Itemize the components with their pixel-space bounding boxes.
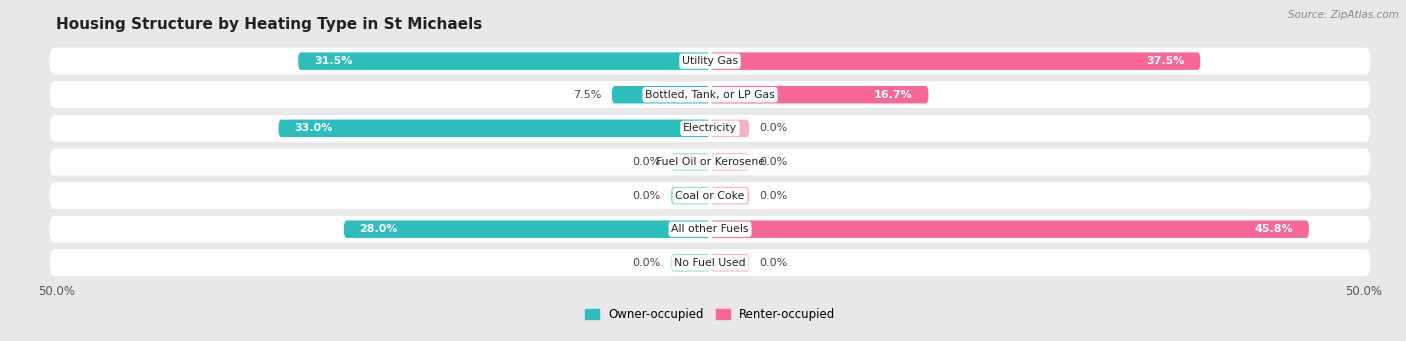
Text: 0.0%: 0.0%: [759, 191, 787, 201]
FancyBboxPatch shape: [298, 53, 710, 70]
Text: Fuel Oil or Kerosene: Fuel Oil or Kerosene: [655, 157, 765, 167]
FancyBboxPatch shape: [671, 153, 710, 171]
Text: 33.0%: 33.0%: [294, 123, 332, 133]
Text: Bottled, Tank, or LP Gas: Bottled, Tank, or LP Gas: [645, 90, 775, 100]
Text: Utility Gas: Utility Gas: [682, 56, 738, 66]
FancyBboxPatch shape: [710, 86, 928, 103]
FancyBboxPatch shape: [278, 120, 710, 137]
FancyBboxPatch shape: [710, 53, 1201, 70]
Text: 0.0%: 0.0%: [759, 258, 787, 268]
Text: Coal or Coke: Coal or Coke: [675, 191, 745, 201]
Text: 37.5%: 37.5%: [1146, 56, 1185, 66]
FancyBboxPatch shape: [49, 249, 1371, 276]
FancyBboxPatch shape: [710, 187, 749, 204]
FancyBboxPatch shape: [710, 221, 1309, 238]
Text: All other Fuels: All other Fuels: [671, 224, 749, 234]
Text: 0.0%: 0.0%: [633, 258, 661, 268]
FancyBboxPatch shape: [49, 216, 1371, 243]
Text: 28.0%: 28.0%: [360, 224, 398, 234]
Legend: Owner-occupied, Renter-occupied: Owner-occupied, Renter-occupied: [579, 303, 841, 325]
FancyBboxPatch shape: [49, 81, 1371, 108]
FancyBboxPatch shape: [344, 221, 710, 238]
Text: Electricity: Electricity: [683, 123, 737, 133]
FancyBboxPatch shape: [710, 254, 749, 271]
Text: 0.0%: 0.0%: [759, 123, 787, 133]
Text: No Fuel Used: No Fuel Used: [675, 258, 745, 268]
FancyBboxPatch shape: [49, 115, 1371, 142]
Text: 45.8%: 45.8%: [1254, 224, 1294, 234]
Text: 31.5%: 31.5%: [314, 56, 353, 66]
Text: 0.0%: 0.0%: [633, 157, 661, 167]
Text: Source: ZipAtlas.com: Source: ZipAtlas.com: [1288, 10, 1399, 20]
FancyBboxPatch shape: [710, 120, 749, 137]
Text: 0.0%: 0.0%: [633, 191, 661, 201]
FancyBboxPatch shape: [49, 182, 1371, 209]
FancyBboxPatch shape: [612, 86, 710, 103]
Text: Housing Structure by Heating Type in St Michaels: Housing Structure by Heating Type in St …: [56, 16, 482, 31]
FancyBboxPatch shape: [671, 187, 710, 204]
Text: 7.5%: 7.5%: [574, 90, 602, 100]
FancyBboxPatch shape: [49, 149, 1371, 175]
Text: 0.0%: 0.0%: [759, 157, 787, 167]
FancyBboxPatch shape: [710, 153, 749, 171]
FancyBboxPatch shape: [671, 254, 710, 271]
Text: 16.7%: 16.7%: [875, 90, 912, 100]
FancyBboxPatch shape: [49, 48, 1371, 75]
